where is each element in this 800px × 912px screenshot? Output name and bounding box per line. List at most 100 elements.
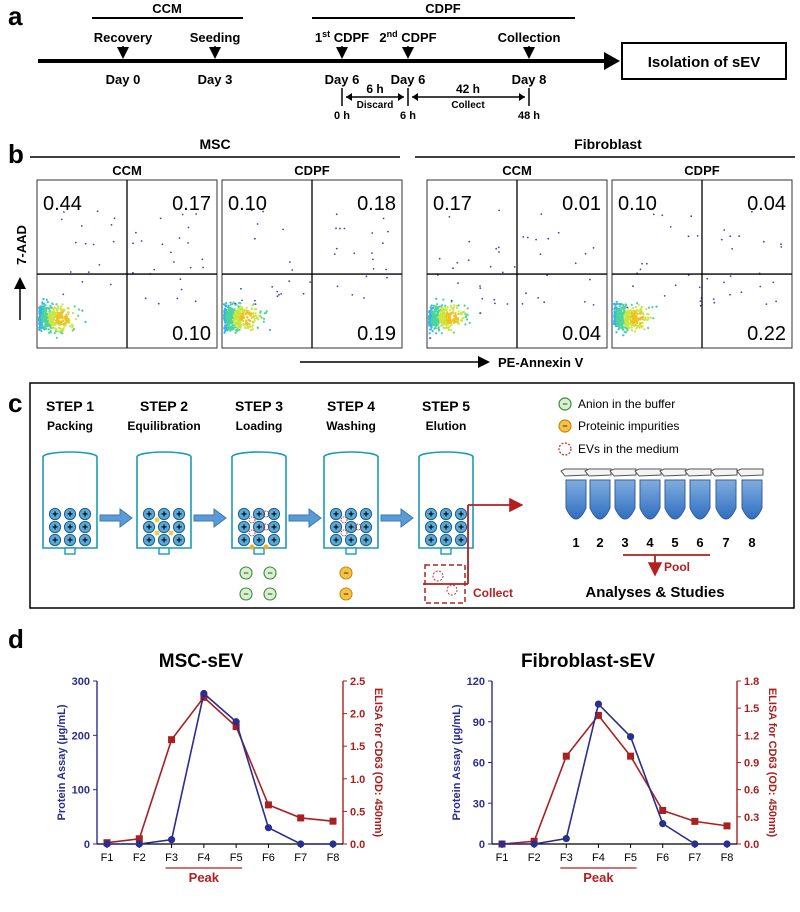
flow-event-dot — [63, 325, 66, 328]
protein-point — [691, 840, 699, 848]
plus-symbol: + — [161, 510, 167, 521]
flow-event-dot — [231, 325, 234, 328]
flow-event-dot — [636, 312, 639, 315]
resin-bead — [267, 507, 281, 521]
flow-event-dot — [235, 330, 238, 333]
flow-event-dot — [429, 315, 432, 318]
plus-symbol: + — [458, 536, 464, 547]
tube: 8 — [736, 468, 764, 550]
right-tick-label: 1.5 — [350, 741, 365, 753]
plus-symbol: + — [176, 510, 182, 521]
flow-event-dot — [47, 315, 50, 318]
plus-symbol: + — [256, 536, 262, 547]
right-tick-label: 2.5 — [350, 676, 365, 688]
flow-event-dot — [56, 305, 60, 308]
flow-event-dot — [385, 268, 387, 271]
flow-event-dot — [73, 305, 76, 308]
flow-event-dot — [53, 332, 56, 335]
flow-event-dot — [46, 319, 49, 322]
flow-event-dot — [250, 307, 253, 310]
flow-event-dot — [535, 238, 537, 241]
ordinal-number: 2 — [379, 30, 386, 45]
elisa-point — [723, 822, 731, 830]
flow-event-dot — [223, 308, 227, 311]
isolation-box — [621, 42, 787, 80]
timeline-arrowhead — [604, 52, 620, 70]
elisa-point — [297, 814, 305, 822]
protein-point — [103, 840, 111, 848]
flow-event-dot — [84, 320, 87, 323]
flow-event-dot — [696, 235, 699, 237]
flow-event-dot — [112, 240, 115, 243]
flow-event-dot — [661, 214, 664, 217]
flow-event-dot — [589, 278, 591, 281]
elisa-point — [232, 723, 240, 731]
flow-event-dot — [254, 303, 257, 305]
flow-event-dot — [468, 240, 471, 243]
tube-cap — [609, 468, 637, 477]
flow-event-dot — [632, 307, 635, 310]
flow-event-dot — [229, 329, 232, 332]
flow-event-dot — [234, 317, 238, 320]
flow-event-dot — [720, 238, 723, 241]
flow-event-dot — [428, 322, 431, 325]
flow-event-dot — [58, 323, 61, 327]
flow-event-dot — [291, 269, 294, 271]
flow-event-dot — [51, 327, 54, 330]
flow-event-dot — [170, 251, 172, 254]
flow-event-dot — [245, 312, 248, 316]
flow-event-dot — [729, 235, 732, 238]
flow-event-dot — [630, 303, 633, 306]
flow-event-dot — [41, 314, 44, 318]
flow-event-dot — [463, 304, 466, 307]
flow-event-dot — [159, 217, 162, 220]
flow-event-dot — [42, 297, 45, 301]
flow-event-dot — [238, 325, 241, 329]
flow-event-dot — [452, 331, 455, 334]
flow-event-dot — [187, 242, 190, 244]
eluted-ev — [446, 584, 458, 596]
column-outlet — [158, 547, 170, 555]
plus-symbol: + — [443, 510, 449, 521]
flow-event-dot — [47, 317, 51, 320]
flow-event-dot — [248, 319, 251, 322]
event-recovery: Recovery Day 0 — [94, 30, 153, 87]
flow-event-dot — [223, 331, 226, 334]
flow-event-dot — [69, 271, 72, 273]
flow-event-dot — [698, 286, 701, 289]
minus-symbol: − — [343, 589, 348, 599]
flow-event-dot — [230, 308, 233, 311]
flow-event-dot — [239, 302, 242, 305]
eluted-anion — [239, 587, 253, 601]
flow-event-dot — [434, 323, 437, 327]
plus-symbol: + — [161, 523, 167, 534]
flow-event-dot — [452, 309, 455, 312]
protein-point — [723, 840, 731, 848]
flow-event-dot — [256, 223, 259, 225]
column-outlet — [64, 547, 76, 555]
flow-event-dot — [497, 246, 500, 249]
tube-cap — [659, 468, 687, 477]
plus-symbol: + — [333, 536, 339, 547]
flow-event-dot — [435, 308, 438, 311]
flow-event-dot — [225, 302, 228, 305]
flow-event-dot — [432, 304, 435, 307]
flow-event-dot — [438, 317, 441, 320]
flow-event-dot — [233, 308, 236, 311]
flow-event-dot — [780, 246, 783, 248]
flow-event-dot — [56, 317, 59, 320]
protein-point — [297, 840, 305, 848]
elisa-point — [562, 752, 570, 760]
tube-cap — [634, 468, 662, 477]
flow-event-dot — [56, 315, 60, 318]
flow-event-dot — [626, 325, 629, 328]
flow-event-dot — [371, 232, 374, 234]
flow-event-dot — [250, 209, 253, 212]
flow-event-dot — [436, 316, 440, 319]
flow-event-dot — [616, 317, 619, 320]
flow-event-dot — [451, 319, 454, 323]
flow-event-dot — [44, 318, 47, 321]
flow-event-dot — [466, 318, 469, 321]
right-tick-label: 0.9 — [744, 758, 759, 770]
plus-symbol: + — [146, 510, 152, 521]
